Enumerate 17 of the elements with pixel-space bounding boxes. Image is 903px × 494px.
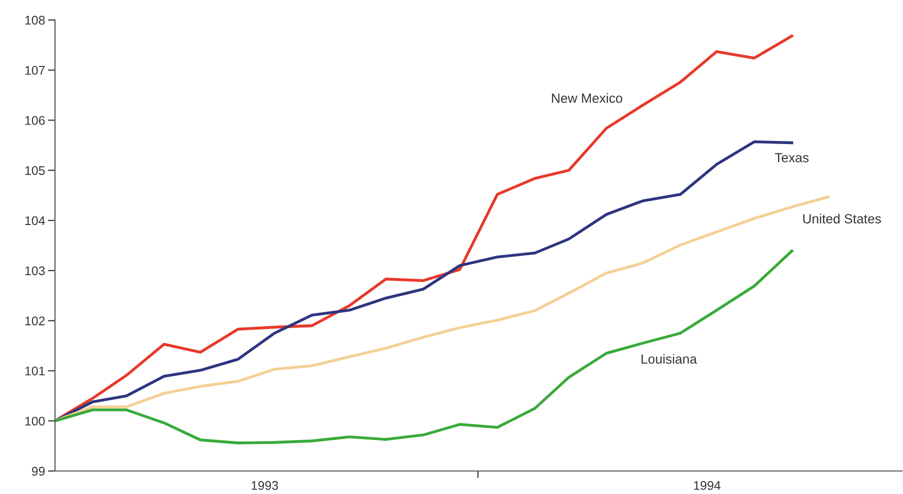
- series-label: Louisiana: [642, 354, 698, 364]
- line-series: [55, 250, 794, 444]
- x-tick-label: 1994: [694, 481, 721, 490]
- y-tick-label: 99: [32, 466, 45, 476]
- y-tick-label: 102: [25, 316, 45, 326]
- series-label: United States: [803, 214, 881, 224]
- y-tick-label: 101: [25, 366, 45, 376]
- y-tick-label: 108: [25, 16, 45, 25]
- y-tick-label: 103: [25, 266, 45, 276]
- series-label: Texas: [774, 153, 809, 162]
- series-label: New Mexico: [552, 93, 622, 103]
- y-tick-label: 100: [25, 416, 45, 426]
- x-tick-label: 1993: [252, 481, 278, 490]
- y-tick-label: 104: [25, 216, 45, 226]
- y-tick-label: 107: [25, 66, 45, 75]
- y-tick-label: 106: [25, 116, 45, 125]
- y-tick-label: 105: [25, 166, 45, 175]
